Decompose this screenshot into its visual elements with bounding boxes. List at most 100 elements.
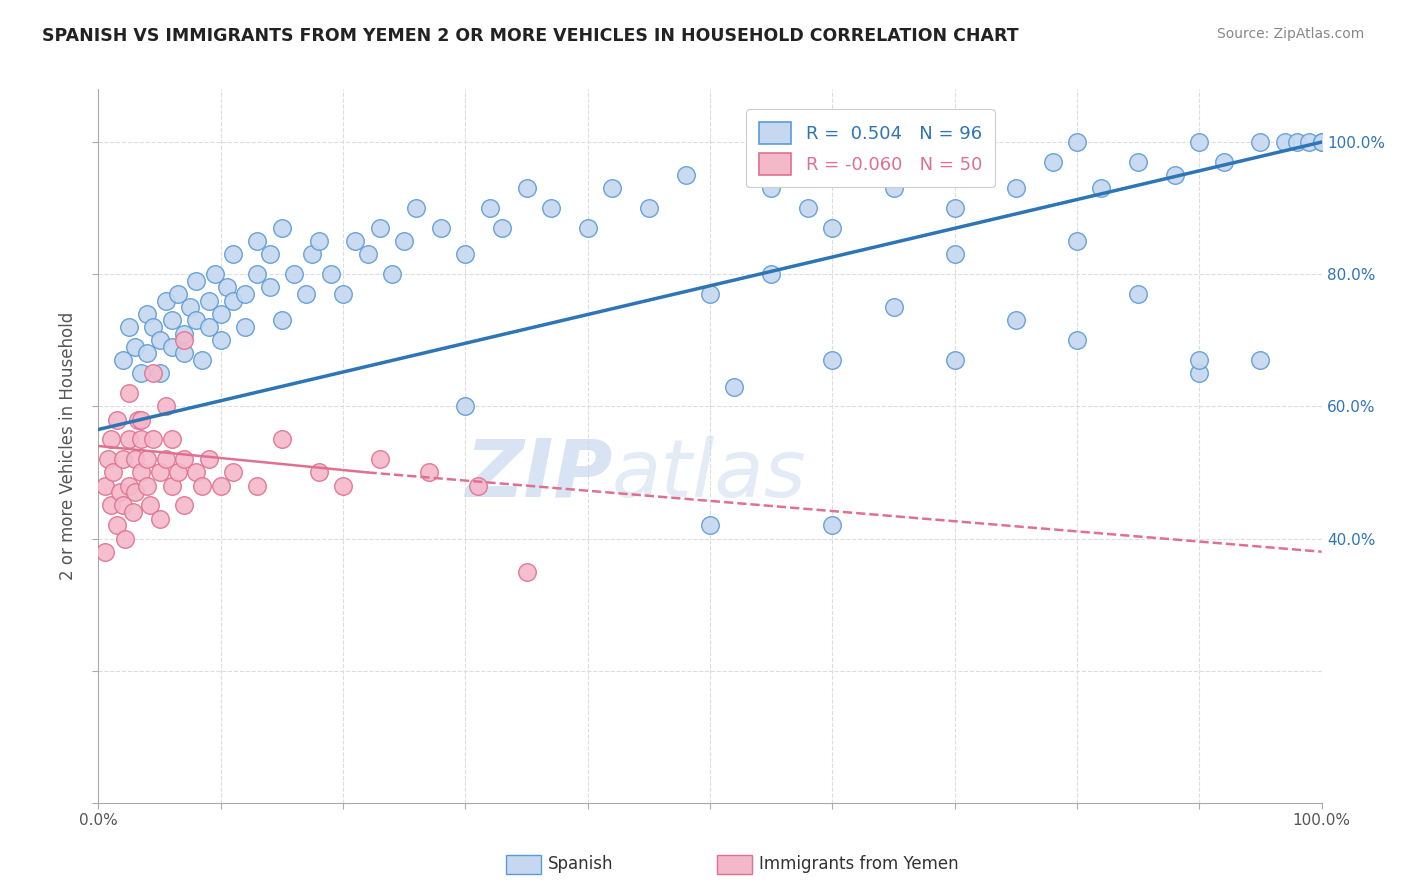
- Point: [467, 478, 489, 492]
- Point: [301, 247, 323, 261]
- Legend: R =  0.504   N = 96, R = -0.060   N = 50: R = 0.504 N = 96, R = -0.060 N = 50: [747, 109, 994, 187]
- Point: [295, 287, 318, 301]
- Point: [454, 247, 477, 261]
- Point: [209, 333, 232, 347]
- Point: [1274, 135, 1296, 149]
- Point: [1004, 313, 1026, 327]
- Point: [381, 267, 404, 281]
- Point: [1310, 135, 1333, 149]
- Point: [246, 478, 269, 492]
- Point: [332, 478, 354, 492]
- Point: [93, 478, 115, 492]
- Point: [209, 307, 232, 321]
- Point: [155, 452, 177, 467]
- Point: [142, 367, 165, 381]
- Point: [259, 247, 281, 261]
- Point: [121, 505, 143, 519]
- Point: [173, 499, 195, 513]
- Point: [173, 326, 195, 341]
- Point: [173, 346, 195, 360]
- Point: [405, 201, 427, 215]
- Point: [418, 466, 440, 480]
- Point: [204, 267, 226, 281]
- Point: [821, 518, 844, 533]
- Point: [454, 400, 477, 414]
- Point: [392, 234, 416, 248]
- Point: [233, 320, 256, 334]
- Text: Immigrants from Yemen: Immigrants from Yemen: [759, 855, 959, 873]
- Point: [1249, 353, 1271, 368]
- Point: [93, 545, 115, 559]
- Point: [215, 280, 238, 294]
- Point: [368, 452, 391, 467]
- Point: [114, 532, 136, 546]
- Y-axis label: 2 or more Vehicles in Household: 2 or more Vehicles in Household: [59, 312, 77, 580]
- Point: [883, 181, 905, 195]
- Point: [1188, 367, 1211, 381]
- Point: [111, 499, 134, 513]
- Point: [167, 287, 190, 301]
- Point: [105, 518, 128, 533]
- Point: [129, 466, 152, 480]
- Point: [1004, 181, 1026, 195]
- Point: [124, 452, 146, 467]
- Point: [797, 201, 820, 215]
- Point: [1286, 135, 1309, 149]
- Point: [308, 234, 330, 248]
- Point: [186, 466, 208, 480]
- Point: [270, 433, 294, 447]
- Point: [111, 452, 134, 467]
- Point: [139, 499, 162, 513]
- Point: [1066, 333, 1088, 347]
- Point: [1128, 154, 1150, 169]
- Point: [142, 320, 165, 334]
- Point: [308, 466, 330, 480]
- Point: [1066, 135, 1088, 149]
- Point: [259, 280, 281, 294]
- Point: [129, 367, 152, 381]
- Point: [191, 478, 214, 492]
- Point: [246, 267, 269, 281]
- Point: [1090, 181, 1112, 195]
- Point: [149, 333, 172, 347]
- Point: [179, 300, 201, 314]
- Point: [1066, 234, 1088, 248]
- Point: [124, 340, 146, 354]
- Point: [222, 466, 245, 480]
- Point: [1188, 353, 1211, 368]
- Point: [845, 168, 868, 182]
- Point: [160, 478, 183, 492]
- Point: [943, 201, 966, 215]
- Point: [127, 412, 149, 426]
- Point: [118, 320, 141, 334]
- Point: [149, 466, 172, 480]
- Point: [246, 234, 269, 248]
- Point: [186, 274, 208, 288]
- Point: [368, 221, 391, 235]
- Point: [129, 433, 152, 447]
- Text: ZIP: ZIP: [465, 435, 612, 514]
- Point: [97, 452, 120, 467]
- Point: [540, 201, 562, 215]
- Point: [1310, 135, 1333, 149]
- Point: [675, 168, 697, 182]
- Point: [699, 287, 721, 301]
- Point: [149, 511, 172, 525]
- Point: [1188, 135, 1211, 149]
- Point: [173, 333, 195, 347]
- Point: [197, 452, 219, 467]
- Point: [111, 353, 134, 368]
- Point: [197, 320, 219, 334]
- Point: [344, 234, 367, 248]
- Point: [1249, 135, 1271, 149]
- Point: [160, 433, 183, 447]
- Point: [1128, 287, 1150, 301]
- Point: [100, 433, 122, 447]
- Point: [761, 181, 783, 195]
- Point: [155, 293, 177, 308]
- Point: [155, 400, 177, 414]
- Point: [136, 478, 159, 492]
- Point: [136, 452, 159, 467]
- Point: [478, 201, 501, 215]
- Point: [515, 565, 537, 579]
